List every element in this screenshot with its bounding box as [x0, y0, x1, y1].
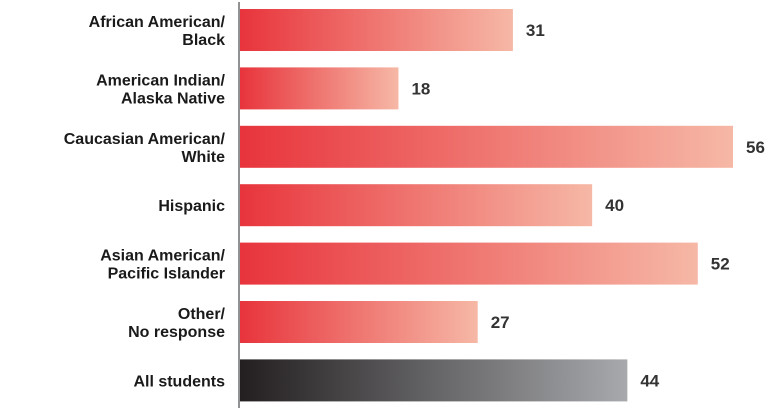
bar [240, 67, 399, 110]
category-label: Asian American/ [100, 248, 225, 265]
value-labels: 31 18 56 40 52 27 44 [411, 21, 764, 390]
category-label: Other/ [178, 306, 226, 323]
category-label: Alaska Native [121, 90, 225, 107]
category-label: African American/ [89, 14, 226, 31]
category-label: Black [182, 32, 225, 49]
bar-value-label: 31 [526, 21, 545, 40]
category-label: White [181, 149, 225, 166]
bar-value-label: 18 [411, 79, 430, 98]
bar [240, 125, 733, 168]
bar-value-label: 56 [746, 138, 765, 157]
bar [240, 301, 478, 343]
category-label: Pacific Islander [108, 266, 225, 283]
category-label: No response [128, 324, 225, 341]
bar-value-label: 40 [605, 196, 624, 215]
bars-layer [240, 9, 733, 402]
bar-value-label: 44 [640, 371, 659, 390]
bar [240, 9, 513, 51]
category-labels: African American/Black American Indian/Al… [64, 14, 226, 390]
bar [240, 184, 593, 227]
category-label: Hispanic [158, 198, 225, 215]
bar-value-label: 52 [711, 255, 730, 274]
bar [240, 242, 698, 285]
category-label: American Indian/ [96, 72, 225, 89]
bar-all-students [240, 359, 628, 402]
bar-value-label: 27 [491, 313, 510, 332]
category-label: All students [133, 373, 225, 390]
category-label: Caucasian American/ [64, 131, 226, 148]
